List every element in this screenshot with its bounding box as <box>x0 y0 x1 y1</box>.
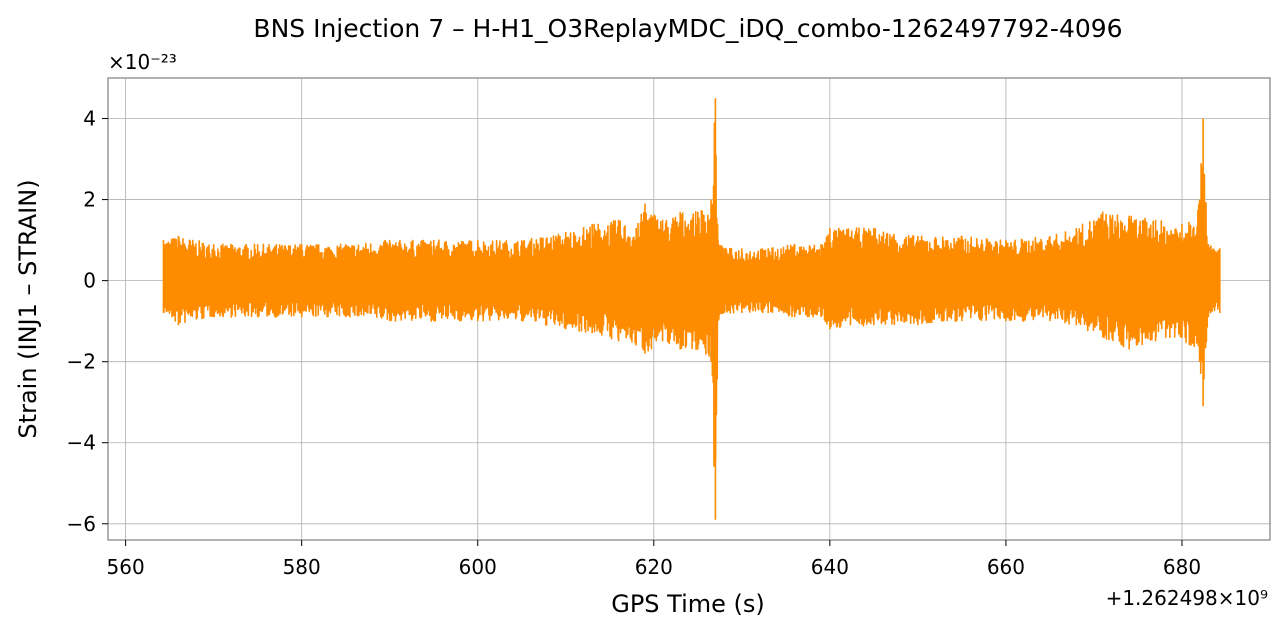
y-axis-ticks: −6 −4 −2 0 2 4 <box>67 107 108 536</box>
y-tick-label: 0 <box>83 269 96 293</box>
plot-frame <box>107 77 1271 541</box>
x-tick-label: 640 <box>811 555 849 579</box>
x-tick-label: 600 <box>459 555 497 579</box>
y-tick-label: 2 <box>83 188 96 212</box>
x-tick-label: 680 <box>1163 555 1201 579</box>
y-tick-label: 4 <box>83 107 96 131</box>
x-tick-label: 580 <box>283 555 321 579</box>
chart-title: BNS Injection 7 – H-H1_O3ReplayMDC_iDQ_c… <box>253 14 1122 43</box>
y-scale-multiplier: ×10⁻²³ <box>108 50 177 74</box>
y-axis-label: Strain (INJ1 – STRAIN) <box>14 179 42 438</box>
x-tick-label: 560 <box>107 555 145 579</box>
y-tick-label: −2 <box>67 350 96 374</box>
x-axis-ticks: 560 580 600 620 640 660 680 <box>107 540 1201 579</box>
x-tick-label: 660 <box>987 555 1025 579</box>
series-layer <box>162 98 1221 520</box>
y-tick-label: −6 <box>67 512 96 536</box>
x-axis-label: GPS Time (s) <box>611 590 765 618</box>
x-tick-label: 620 <box>635 555 673 579</box>
x-offset-label: +1.262498×10⁹ <box>1106 586 1268 610</box>
series-trace <box>162 98 1221 520</box>
y-tick-label: −4 <box>67 431 96 455</box>
